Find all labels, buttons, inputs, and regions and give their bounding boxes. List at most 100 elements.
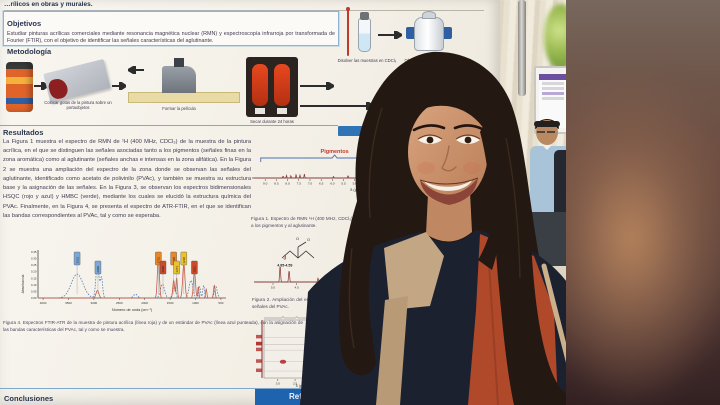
svg-text:3331: 3331 (75, 257, 79, 264)
svg-text:8.0: 8.0 (285, 182, 290, 186)
conclusiones-heading: Conclusiones (4, 394, 54, 403)
woman-eyebrow (412, 124, 446, 132)
woman-lip-line (419, 177, 479, 185)
svg-text:1021: 1021 (193, 266, 197, 273)
svg-text:Número de onda (cm⁻¹): Número de onda (cm⁻¹) (112, 308, 153, 312)
resultados-heading: Resultados (3, 128, 44, 137)
svg-text:2000: 2000 (141, 301, 148, 305)
paint-film-icon (252, 64, 268, 106)
svg-text:6.5: 6.5 (319, 182, 324, 186)
svg-text:1500: 1500 (167, 301, 174, 305)
arrow-icon (112, 82, 126, 90)
svg-text:O: O (307, 237, 310, 242)
svg-text:0.00: 0.00 (31, 296, 37, 300)
svg-text:3: 3 (283, 256, 286, 262)
mini-poster-line (542, 92, 564, 95)
woman-subject (300, 51, 584, 405)
woman-iris (426, 136, 434, 144)
svg-text:7.0: 7.0 (308, 182, 313, 186)
svg-text:1371: 1371 (175, 266, 179, 273)
woman-mouth (420, 178, 478, 205)
svg-text:5.0: 5.0 (271, 286, 276, 290)
paint-smear (47, 76, 70, 101)
film-applicator-icon (162, 66, 196, 93)
svg-text:Absorbancia: Absorbancia (21, 274, 25, 293)
svg-text:0.35: 0.35 (31, 250, 37, 254)
section-divider (0, 125, 338, 126)
svg-text:4000: 4000 (40, 301, 47, 305)
nmr-dome (422, 11, 436, 19)
blurred-foreground-figure (566, 0, 720, 405)
mini-poster-header (539, 74, 567, 80)
bottom-divider (0, 388, 500, 389)
svg-text:3500: 3500 (65, 301, 72, 305)
svg-text:6.0: 6.0 (330, 182, 335, 186)
figura-4-ftir-spectrum: 0.35 0.30 0.25 0.20 0.15 0.10 0.05 0.00 Absorban… (21, 250, 226, 312)
objetivos-heading: Objetivos (7, 19, 42, 28)
woman-nose (441, 145, 457, 172)
svg-text:1640: 1640 (161, 266, 165, 273)
woman-hair-fringe (400, 91, 490, 140)
svg-text:1000: 1000 (192, 301, 199, 305)
woman-hair-strand-left (338, 198, 382, 376)
woman-cheek-blush (463, 162, 481, 174)
nmr-body (414, 17, 444, 51)
svg-text:1230: 1230 (182, 257, 186, 264)
svg-text:0.30: 0.30 (31, 257, 37, 261)
sweater-tan-block (384, 232, 444, 310)
objetivos-box: Objetivos Estudiar pinturas acrílicas co… (3, 11, 339, 46)
svg-text:Pigmentos: Pigmentos (321, 149, 349, 155)
svg-text:9.0: 9.0 (263, 182, 268, 186)
background-person-collar (542, 145, 552, 150)
blur-gradient (566, 0, 720, 405)
paint-film-icon (274, 64, 290, 106)
metodologia-heading: Metodología (7, 47, 52, 56)
svg-text:2.5: 2.5 (293, 382, 298, 386)
mini-poster-line (542, 97, 564, 100)
svg-text:1430: 1430 (172, 257, 176, 264)
arrow-icon (300, 82, 334, 90)
applicator-handle-icon (174, 58, 184, 67)
svg-text:8.5: 8.5 (274, 182, 279, 186)
svg-text:5.0: 5.0 (353, 182, 358, 186)
sweater-tan-strip (376, 296, 408, 405)
tent-pole (518, 0, 526, 96)
glass-slide-icon (43, 58, 111, 104)
svg-text:500: 500 (218, 301, 223, 305)
woman-neck (426, 192, 472, 242)
step-caption: Colocar gotas de la pintura sobre un por… (44, 100, 112, 111)
svg-text:0.15: 0.15 (31, 276, 37, 280)
arrow-left-icon (128, 66, 144, 74)
svg-text:0.10: 0.10 (31, 283, 37, 287)
woman-hair-strands (348, 107, 521, 349)
svg-text:2500: 2500 (116, 301, 123, 305)
nmr-spectrometer-icon (406, 11, 452, 59)
svg-text:O: O (296, 236, 299, 241)
woman-teeth (424, 179, 473, 191)
figura-4-caption: Figura 4. Espectros FTIR-ATR de la muest… (3, 320, 303, 332)
arrow-icon (378, 31, 402, 39)
background-person-cap (534, 121, 560, 127)
objetivos-body: Estudiar pinturas acrílicas comerciales … (7, 31, 335, 45)
poster-title-fragment: …rílicos en obras y murales. (4, 1, 484, 11)
film-substrate-icon (128, 92, 240, 103)
paint-jar-icon (6, 62, 33, 112)
svg-text:0.25: 0.25 (31, 263, 37, 267)
woman-iris (464, 136, 472, 144)
mini-poster-line (542, 82, 564, 85)
background-mini-poster (539, 74, 567, 128)
step-caption: Disolver las muestras en CDCl₃ (337, 58, 397, 63)
svg-text:3000: 3000 (91, 301, 98, 305)
resultados-body: La Figura 1 muestra el espectro de RMN d… (3, 139, 251, 219)
film-label-tag (255, 108, 265, 114)
svg-text:3.0: 3.0 (276, 382, 281, 386)
svg-text:4.5: 4.5 (295, 286, 300, 290)
svg-text:2920: 2920 (96, 266, 100, 273)
svg-text:0.05: 0.05 (31, 289, 37, 293)
svg-text:1731: 1731 (157, 257, 161, 264)
film-label-tag (277, 108, 287, 114)
tube-cap (360, 12, 369, 20)
svg-text:0.20: 0.20 (31, 270, 37, 274)
svg-text:4.85-4.59: 4.85-4.59 (277, 264, 292, 268)
